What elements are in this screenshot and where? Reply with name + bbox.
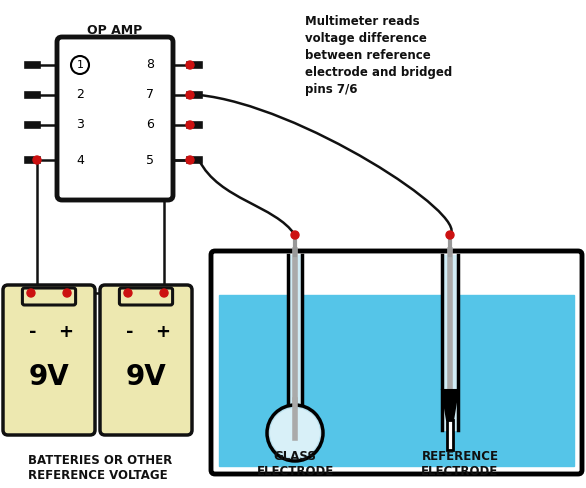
Text: Multimeter reads
voltage difference
between reference
electrode and bridged
pins: Multimeter reads voltage difference betw… — [305, 15, 452, 96]
Text: 9V: 9V — [125, 363, 166, 391]
Text: 4: 4 — [76, 154, 84, 166]
Circle shape — [186, 121, 194, 129]
Bar — [219, 295, 574, 466]
Text: 8: 8 — [146, 59, 154, 72]
Circle shape — [160, 289, 168, 297]
Bar — [447, 420, 453, 450]
Bar — [289, 255, 301, 405]
Circle shape — [186, 156, 194, 164]
Text: -: - — [126, 323, 134, 341]
FancyBboxPatch shape — [100, 285, 192, 435]
Text: 7: 7 — [146, 88, 154, 102]
Text: 1: 1 — [77, 60, 83, 70]
Text: +: + — [58, 323, 73, 341]
Circle shape — [291, 231, 299, 239]
FancyBboxPatch shape — [120, 288, 173, 305]
Text: OP AMP: OP AMP — [87, 24, 142, 37]
FancyBboxPatch shape — [3, 285, 95, 435]
Circle shape — [270, 408, 320, 458]
Polygon shape — [442, 390, 458, 420]
Circle shape — [63, 289, 71, 297]
Circle shape — [33, 156, 41, 164]
Text: 3: 3 — [76, 119, 84, 131]
Text: 2: 2 — [76, 88, 84, 102]
Bar — [444, 255, 456, 430]
Text: REFERENCE
ELECTRODE: REFERENCE ELECTRODE — [421, 450, 499, 478]
Text: 6: 6 — [146, 119, 154, 131]
Circle shape — [124, 289, 132, 297]
FancyBboxPatch shape — [22, 288, 76, 305]
Text: GLASS
ELECTRODE: GLASS ELECTRODE — [257, 450, 333, 478]
Circle shape — [446, 231, 454, 239]
FancyBboxPatch shape — [211, 251, 582, 474]
Text: +: + — [155, 323, 170, 341]
Circle shape — [186, 91, 194, 99]
Text: 5: 5 — [146, 154, 154, 166]
Circle shape — [27, 289, 35, 297]
Text: -: - — [29, 323, 36, 341]
FancyBboxPatch shape — [57, 37, 173, 200]
Text: BATTERIES OR OTHER
REFERENCE VOLTAGE: BATTERIES OR OTHER REFERENCE VOLTAGE — [28, 454, 172, 482]
Circle shape — [267, 405, 323, 461]
Circle shape — [186, 61, 194, 69]
Text: 9V: 9V — [29, 363, 69, 391]
